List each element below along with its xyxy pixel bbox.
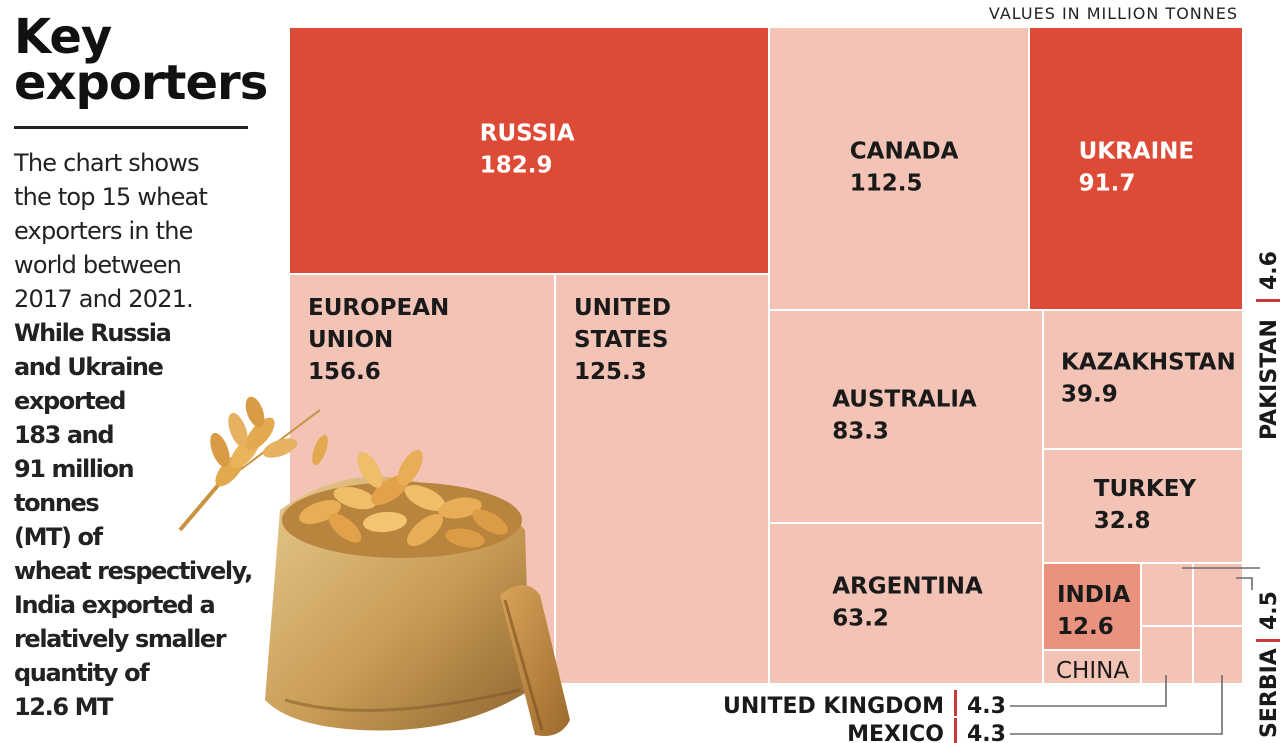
tile-pakistan	[1142, 564, 1192, 625]
title-underline	[14, 126, 248, 129]
scoop-icon	[500, 585, 570, 736]
title-line-1: Key	[14, 9, 112, 65]
tile-turkey	[1044, 450, 1242, 562]
label-divider-serbia	[1256, 639, 1280, 642]
label-group-serbia: SERBIA 4.5	[1256, 591, 1280, 738]
tile-value-australia: 83.3	[832, 419, 889, 445]
value-united-kingdom: 4.3	[967, 694, 1006, 719]
tile-value-ukraine: 91.7	[1079, 171, 1136, 197]
tile-label-canada: CANADA	[850, 139, 959, 165]
tile-label-india: INDIA	[1057, 582, 1130, 608]
tile-kazakhstan	[1044, 311, 1242, 448]
value-pakistan: 4.6	[1257, 251, 1280, 290]
title-line-2: exporters	[14, 55, 268, 111]
connector-serbia	[1236, 577, 1253, 590]
label-divider-mexico	[954, 718, 957, 743]
tile-united-kingdom	[1142, 627, 1192, 683]
label-divider-pakistan	[1256, 299, 1280, 302]
tile-mexico	[1194, 627, 1242, 683]
description-intro: The chart shows the top 15 wheat exporte…	[14, 149, 208, 313]
wheat-stalk-icon	[178, 396, 328, 532]
tile-label-european-union-2: UNION	[308, 327, 393, 353]
tile-value-turkey: 32.8	[1094, 508, 1151, 534]
tile-value-russia: 182.9	[480, 153, 553, 179]
tile-label-argentina: ARGENTINA	[832, 574, 983, 600]
tile-label-united-states-1: UNITED	[574, 295, 671, 321]
tile-label-united-states-2: STATES	[574, 327, 668, 353]
tile-ukraine	[1030, 28, 1242, 309]
label-divider-united-kingdom	[954, 690, 957, 716]
tile-serbia	[1194, 564, 1242, 625]
tile-value-india: 12.6	[1057, 614, 1114, 640]
connector-united-kingdom	[1010, 675, 1167, 707]
tile-label-ukraine: UKRAINE	[1079, 139, 1195, 165]
tile-label-russia: RUSSIA	[480, 121, 575, 147]
wheat-grains-icon	[299, 450, 508, 548]
label-pakistan: PAKISTAN	[1257, 319, 1280, 440]
chart-description: The chart shows the top 15 wheat exporte…	[14, 146, 274, 724]
tile-united-states	[556, 275, 768, 683]
page-title: Key exporters	[14, 13, 268, 107]
tile-value-canada: 112.5	[850, 171, 923, 197]
tile-value-united-states: 125.3	[574, 359, 647, 385]
tile-russia	[290, 28, 768, 273]
connector-mexico	[1010, 675, 1223, 735]
value-serbia: 4.5	[1257, 591, 1280, 630]
tile-value-kazakhstan: 39.9	[1061, 382, 1118, 408]
tile-label-kazakhstan: KAZAKHSTAN	[1061, 350, 1236, 376]
tile-label-turkey: TURKEY	[1094, 476, 1197, 502]
label-group-pakistan: PAKISTAN 4.6	[1256, 251, 1280, 440]
label-united-kingdom: UNITED KINGDOM	[723, 694, 944, 719]
tile-china	[1044, 651, 1140, 683]
tile-australia	[770, 311, 1042, 522]
tile-argentina	[770, 524, 1042, 683]
unit-note: VALUES IN MILLION TONNES	[988, 4, 1238, 23]
label-mexico: MEXICO	[847, 722, 944, 743]
label-serbia: SERBIA	[1257, 648, 1280, 738]
tile-value-european-union: 156.6	[308, 359, 381, 385]
tile-label-china: CHINA	[1056, 658, 1129, 684]
wheat-sack-illustration	[178, 396, 570, 736]
description-highlight: While Russia and Ukraine exported 183 an…	[14, 319, 253, 721]
value-mexico: 4.3	[967, 722, 1006, 743]
tile-value-argentina: 63.2	[832, 606, 889, 632]
tile-canada	[770, 28, 1028, 309]
tile-label-australia: AUSTRALIA	[832, 387, 977, 413]
tile-india	[1044, 564, 1140, 649]
tile-label-european-union-1: EUROPEAN	[308, 295, 449, 321]
